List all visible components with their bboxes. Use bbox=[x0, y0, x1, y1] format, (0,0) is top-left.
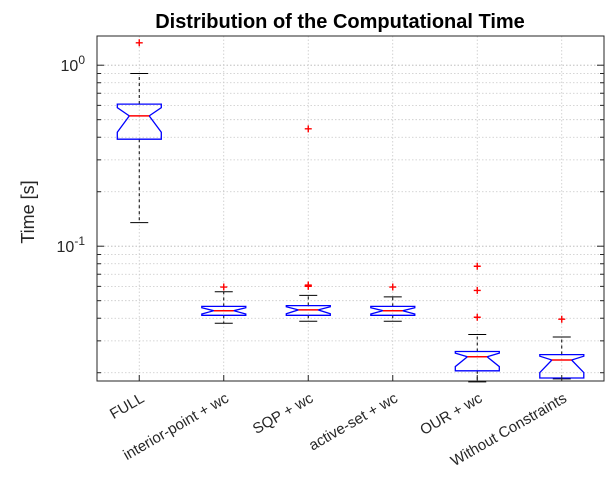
y-tick-label: 10-1 bbox=[57, 234, 86, 256]
box-body bbox=[201, 305, 247, 316]
box-2 bbox=[285, 125, 331, 322]
box-body bbox=[285, 304, 331, 316]
plot-frame bbox=[96, 35, 605, 382]
y-tick-label: 100 bbox=[61, 53, 86, 75]
outlier-marker bbox=[304, 125, 312, 133]
outlier-marker bbox=[135, 39, 143, 47]
y-axis-label: Time [s] bbox=[18, 180, 38, 243]
outlier-marker bbox=[473, 262, 481, 270]
box-4 bbox=[454, 262, 500, 383]
box-1 bbox=[201, 283, 247, 324]
box-body bbox=[539, 353, 585, 379]
outlier-marker bbox=[220, 283, 228, 291]
outlier-marker bbox=[473, 286, 481, 294]
box-body bbox=[370, 305, 416, 316]
boxes bbox=[116, 39, 585, 383]
outlier-marker bbox=[304, 282, 312, 290]
box-0 bbox=[116, 39, 162, 224]
box-3 bbox=[370, 283, 416, 322]
box-5 bbox=[539, 315, 585, 380]
outlier-marker bbox=[558, 315, 566, 323]
box-body bbox=[116, 103, 162, 140]
outlier-marker bbox=[389, 283, 397, 291]
box-body bbox=[454, 350, 500, 372]
axis-ticks bbox=[97, 64, 604, 381]
chart-title: Distribution of the Computational Time bbox=[155, 11, 525, 33]
outlier-marker bbox=[473, 313, 481, 321]
y-tick-labels: 10-1 100 bbox=[57, 53, 86, 256]
